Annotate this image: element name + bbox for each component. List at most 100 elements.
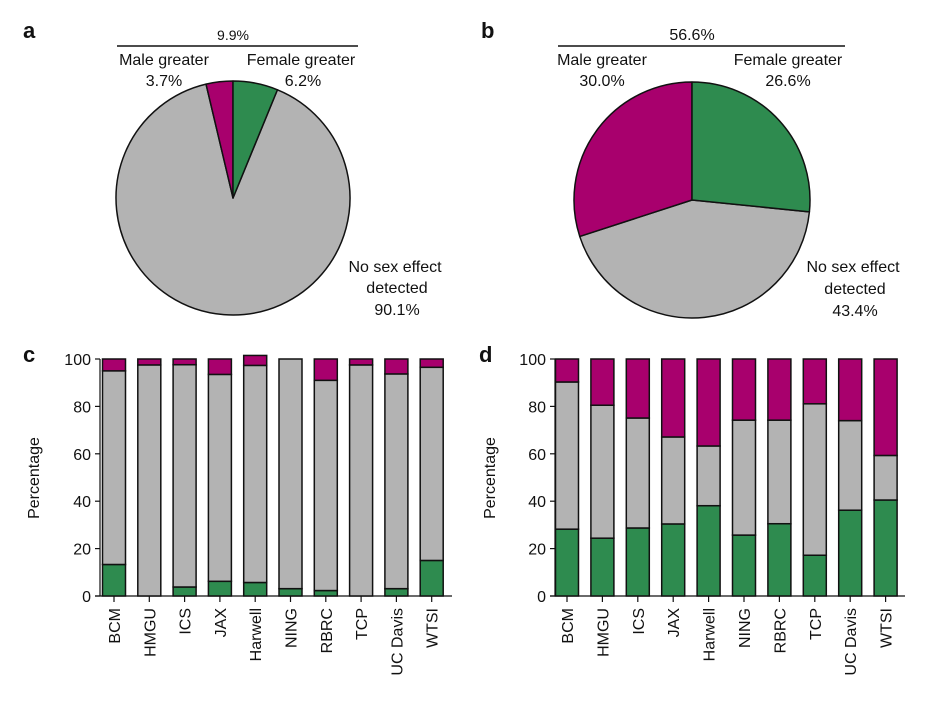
x-tick-label: Harwell [702,608,719,661]
none-label-line1-a: No sex effect [348,259,442,276]
bar-segment-none [278,358,303,590]
x-tick-label: TCP [808,608,825,640]
x-tick-label: UC Davis [389,608,406,676]
bar-segment-female [625,527,651,597]
pie-slices-b [573,81,811,319]
y-axis-title-d: Percentage [482,437,499,519]
x-tick-label: BCM [560,608,577,644]
bar-segment-female [101,563,127,597]
bracket-label-b: 56.6% [669,27,714,44]
y-tick-label: 100 [64,352,91,369]
bar-segment-none [873,454,898,501]
x-tick-label: Harwell [248,608,265,661]
bar-segment-none [384,373,409,590]
x-tick-label: ICS [631,608,648,635]
panel-letter-b: b [481,18,494,43]
bar-segment-female [278,587,303,597]
y-tick-label: 0 [537,589,546,606]
bar-segment-female [172,586,197,597]
male-value-b: 30.0% [579,73,624,90]
bar-segment-none [313,379,339,592]
bar-segment-male [172,358,197,366]
bar-segment-male [696,358,721,447]
bar-segment-none [348,364,374,597]
x-tick-label: ICS [178,608,195,635]
bar-segment-none [590,404,615,539]
x-tick-label: JAX [213,608,230,638]
bar-segment-male [767,358,792,421]
male-value-a: 3.7% [146,73,182,90]
panel-letter-d: d [479,342,492,367]
bar-segment-female [802,554,828,597]
bar-segment-male [242,354,268,367]
male-label-a: Male greater [119,52,209,69]
bar-segment-male [731,358,757,421]
none-value-a: 90.1% [374,302,419,319]
x-tick-label: RBRC [319,608,336,653]
pie-chart-a: a 9.9% Male greater 3.7% Female greater … [23,18,442,319]
bar-segment-none [172,363,197,588]
female-label-a: Female greater [247,52,356,69]
y-tick-label: 80 [73,399,91,416]
none-value-b: 43.4% [832,303,877,320]
bar-segment-female [313,589,339,597]
bracket-label-a: 9.9% [217,27,249,43]
bar-segment-female [731,534,757,597]
x-tick-label: NING [737,608,754,648]
bar-segment-male [101,358,127,372]
none-label-line2-b: detected [824,281,885,298]
bar-segment-female [767,522,792,597]
bar-segment-none [731,419,757,536]
bar-segment-male [419,358,444,369]
pie-chart-b: b 56.6% Male greater 30.0% Female greate… [481,18,900,320]
pie-slice-none [579,199,811,319]
bar-chart-d: d Percentage 0 20 40 60 80 100 BCM HMGU ICS JAX Ha… [479,342,905,676]
y-tick-label: 20 [528,542,546,559]
pie-slice-none [115,83,351,316]
bar-segment-none [242,364,268,584]
x-tick-label: BCM [107,608,124,644]
bar-segment-female [873,499,898,597]
none-label-line2-a: detected [366,280,427,297]
x-tick-label: HMGU [595,608,612,657]
y-tick-label: 20 [73,542,91,559]
bar-segment-male [554,358,580,383]
bar-segment-female [242,581,268,597]
bars-c [101,354,444,597]
x-tick-label: TCP [354,608,371,640]
bar-segment-male [837,358,863,422]
bar-segment-female [207,580,233,597]
x-tick-label: NING [284,608,301,648]
bar-segment-female [554,528,580,597]
bar-segment-none [837,419,863,511]
bar-segment-male [313,358,339,382]
x-tick-label: RBRC [772,608,789,653]
bar-segment-male [590,358,615,406]
bar-segment-male [348,358,374,366]
female-label-b: Female greater [734,52,843,69]
female-value-b: 26.6% [765,73,810,90]
x-tick-label: JAX [666,608,683,638]
bar-segment-female [696,504,721,597]
y-tick-label: 60 [73,447,91,464]
male-label-b: Male greater [557,52,647,69]
panel-letter-c: c [23,342,35,367]
bar-segment-male [137,358,162,366]
bar-segment-none [660,436,686,525]
y-tick-label: 40 [73,494,91,511]
y-tick-label: 80 [528,399,546,416]
y-tick-label: 40 [528,494,546,511]
bar-segment-male [625,358,651,419]
female-value-a: 6.2% [285,73,321,90]
bar-segment-female [590,537,615,597]
bar-segment-none [137,364,162,597]
bar-segment-none [696,445,721,507]
bar-chart-c: c Percentage 0 20 40 60 80 100 BCM HMGU ICS JAX Ha… [23,342,452,676]
bar-segment-none [101,370,127,566]
y-axis-title-c: Percentage [26,437,43,519]
bar-segment-male [207,358,233,376]
pie-slices-a [115,80,351,316]
bar-segment-female [419,559,444,597]
axes-d: 0 20 40 60 80 100 BCM HMGU ICS JAX Harwell NING RBRC… [519,352,905,676]
pie-slice-male [573,81,693,238]
